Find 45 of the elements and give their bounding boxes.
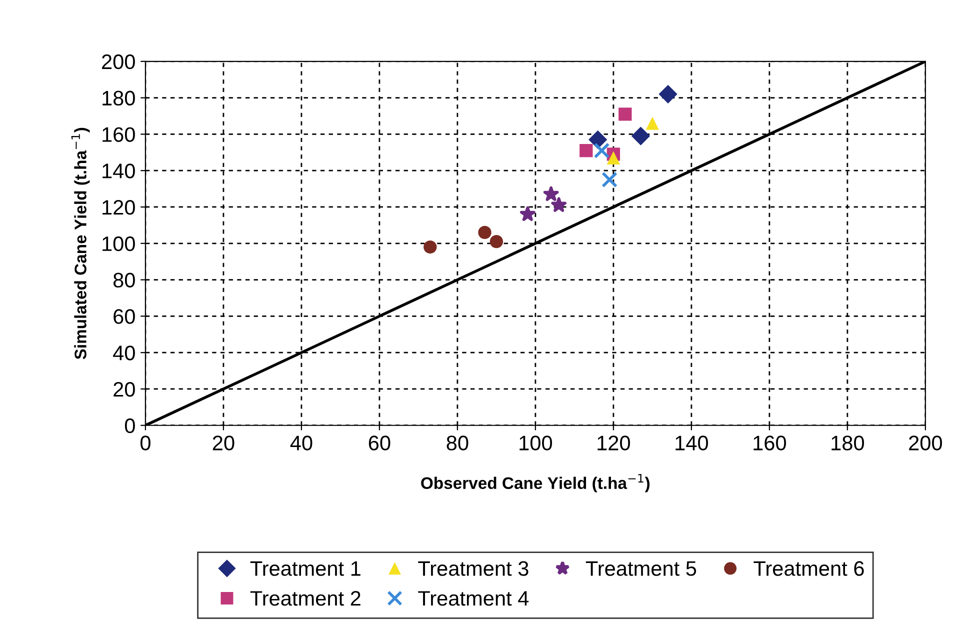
x-tick-label: 160 xyxy=(754,436,786,450)
x-tick-label: 40 xyxy=(290,436,312,450)
x-tick-label: 100 xyxy=(520,436,552,450)
point xyxy=(424,240,437,254)
y-tick-label: 40 xyxy=(113,346,135,360)
point xyxy=(490,234,504,248)
point xyxy=(618,108,632,121)
legend-label: Treatment 1 xyxy=(250,561,360,576)
point xyxy=(631,126,650,146)
point xyxy=(646,116,660,130)
y-tick-label: 200 xyxy=(102,54,135,70)
y-tick-label: 20 xyxy=(114,382,135,397)
y-tick-label: 120 xyxy=(102,200,135,215)
point xyxy=(478,226,492,240)
x-tick-label: 140 xyxy=(676,436,708,450)
point xyxy=(580,144,593,158)
point xyxy=(520,206,536,221)
point xyxy=(658,84,678,104)
x-tick-label: 20 xyxy=(212,436,234,450)
legend-label: Treatment 2 xyxy=(250,590,360,606)
y-tick-label: 100 xyxy=(102,236,135,252)
point xyxy=(594,142,610,159)
x-tick-label: 120 xyxy=(598,436,630,450)
point xyxy=(551,197,566,212)
y-tick-label: 0 xyxy=(124,418,135,434)
point xyxy=(606,151,620,164)
legend-label: Treatment 6 xyxy=(754,561,864,576)
x-tick-label: 200 xyxy=(909,436,942,450)
point xyxy=(588,130,608,149)
y-tick-label: 60 xyxy=(114,309,135,324)
x-tick-label: 180 xyxy=(832,436,864,450)
x-axis-title: Observed Cane Yield (t.ha$^{−1}$) xyxy=(421,474,650,492)
legend-label: Treatment 3 xyxy=(418,561,528,576)
x-tick-label: 0 xyxy=(140,436,150,450)
point xyxy=(543,186,559,201)
y-tick-label: 160 xyxy=(102,127,135,142)
x-tick-label: 60 xyxy=(368,436,390,450)
y-tick-label: 180 xyxy=(102,90,135,106)
legend-label: Treatment 5 xyxy=(586,561,696,576)
legend-label: Treatment 4 xyxy=(418,591,529,606)
y-tick-label: 140 xyxy=(102,164,135,178)
point xyxy=(602,172,618,188)
y-tick-label: 80 xyxy=(113,272,135,288)
x-tick-label: 80 xyxy=(446,436,468,450)
y-axis-title: Simulated Cane Yield (t.ha$^{−1}$) xyxy=(71,128,90,360)
